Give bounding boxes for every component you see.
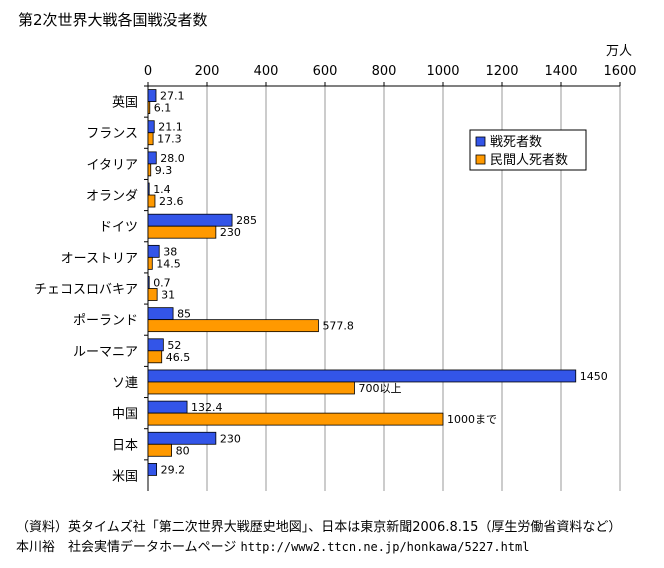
category-label: 中国	[112, 407, 138, 422]
bar-military	[147, 244, 160, 258]
bar-civilian	[147, 319, 319, 333]
bar-military	[147, 307, 174, 321]
x-tick-label: 1000	[426, 64, 459, 79]
category-label: チェコスロバキア	[34, 283, 138, 298]
x-tick-label: 400	[254, 64, 279, 79]
value-label: 14.5	[156, 257, 181, 270]
bar-civilian	[147, 288, 158, 301]
legend-swatch	[475, 154, 486, 165]
category-label: フランス	[86, 127, 138, 142]
category-label: オーストリア	[61, 251, 138, 266]
legend-swatch	[475, 136, 486, 147]
chart-title: 第2次世界大戦各国戦没者数	[18, 11, 208, 29]
source-credit: 本川裕 社会実情データホームページ http://www2.ttcn.ne.jp…	[16, 536, 529, 555]
bar-chart: 0 200 400 600 800 1000 1200 1400 1600 英国フランスイタリア…	[34, 64, 637, 491]
unit-label: 万人	[606, 44, 633, 59]
value-label: 1.4	[153, 183, 171, 196]
bar-civilian	[147, 443, 173, 457]
x-tick-label: 600	[313, 64, 338, 79]
source-note: （資料）英タイムズ社「第二次世界大戦歴史地図」、日本は東京新聞2006.8.15…	[16, 520, 622, 535]
value-label: 132.4	[191, 401, 223, 414]
bar-civilian	[147, 225, 217, 239]
bar-military	[147, 369, 577, 383]
value-label: 285	[236, 214, 257, 227]
value-label: 1000まで	[447, 413, 497, 426]
bar-civilian	[147, 256, 153, 270]
category-label: ドイツ	[99, 220, 138, 235]
x-tick-labels: 0 200 400 600 800 1000 1200 1400 1600	[144, 64, 637, 79]
category-label: 英国	[112, 96, 138, 111]
bar-military	[147, 182, 150, 196]
value-label: 28.0	[160, 152, 185, 165]
value-label: 38	[163, 245, 177, 258]
legend-box	[469, 129, 587, 171]
value-label: 1450	[580, 370, 608, 383]
value-label: 577.8	[322, 320, 354, 333]
x-tick-label: 800	[372, 64, 397, 79]
source-url: http://www2.ttcn.ne.jp/honkawa/5227.html	[240, 540, 530, 554]
bar-civilian	[147, 381, 355, 395]
value-label: 21.1	[158, 121, 183, 134]
value-label: 85	[177, 308, 191, 321]
category-label: 米国	[112, 469, 138, 484]
category-label: オランダ	[86, 189, 138, 204]
x-tick-label: 200	[195, 64, 220, 79]
bar-military	[147, 151, 157, 165]
bar-military	[147, 338, 164, 352]
value-label: 46.5	[166, 351, 191, 364]
x-tick-label: 1600	[603, 64, 636, 79]
bar-civilian	[147, 132, 154, 146]
author-credit: 本川裕 社会実情データホームページ	[16, 540, 237, 555]
value-label: 700以上	[359, 382, 402, 395]
bar-civilian	[147, 412, 444, 426]
bar-military	[147, 276, 150, 289]
value-label: 52	[167, 339, 181, 352]
bar-military	[147, 463, 158, 476]
bar-military	[147, 89, 157, 102]
category-label: ルーマニア	[73, 345, 138, 360]
value-label: 17.3	[157, 133, 182, 146]
value-label: 29.2	[161, 463, 186, 476]
legend-label: 民間人死者数	[490, 153, 568, 168]
category-label: ポーランド	[73, 314, 138, 329]
value-label: 31	[161, 289, 175, 302]
value-label: 9.3	[155, 164, 173, 177]
bar-military	[147, 431, 217, 445]
category-label: 日本	[112, 438, 138, 453]
value-label: 80	[176, 444, 190, 457]
category-label: ソ連	[112, 376, 138, 391]
value-label: 230	[220, 432, 241, 445]
bar-civilian	[147, 350, 163, 364]
value-label: 6.1	[154, 102, 172, 115]
value-label: 27.1	[160, 90, 185, 103]
bar-civilian	[147, 101, 151, 114]
bar-military	[147, 213, 233, 227]
x-tick-label: 1200	[485, 64, 518, 79]
value-label: 230	[220, 226, 241, 239]
x-tick-label: 1400	[544, 64, 577, 79]
value-label: 23.6	[159, 195, 184, 208]
bar-military	[147, 400, 188, 414]
x-tick-label: 0	[144, 64, 152, 79]
legend-label: 戦死者数	[490, 135, 542, 150]
value-labels: 27.16.121.117.328.09.31.423.62852303814.…	[153, 90, 608, 477]
bar-military	[147, 120, 155, 134]
value-label: 0.7	[153, 277, 171, 290]
category-labels: 英国フランスイタリアオランダドイツオーストリアチェコスロバキアポーランドルーマニ…	[34, 96, 138, 485]
bar-civilian	[147, 194, 156, 208]
bars	[147, 89, 577, 476]
bar-civilian	[147, 163, 152, 177]
category-label: イタリア	[87, 158, 138, 173]
